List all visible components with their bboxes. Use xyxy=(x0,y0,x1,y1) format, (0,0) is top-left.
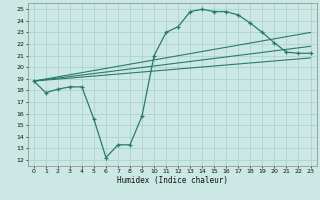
X-axis label: Humidex (Indice chaleur): Humidex (Indice chaleur) xyxy=(116,176,228,185)
